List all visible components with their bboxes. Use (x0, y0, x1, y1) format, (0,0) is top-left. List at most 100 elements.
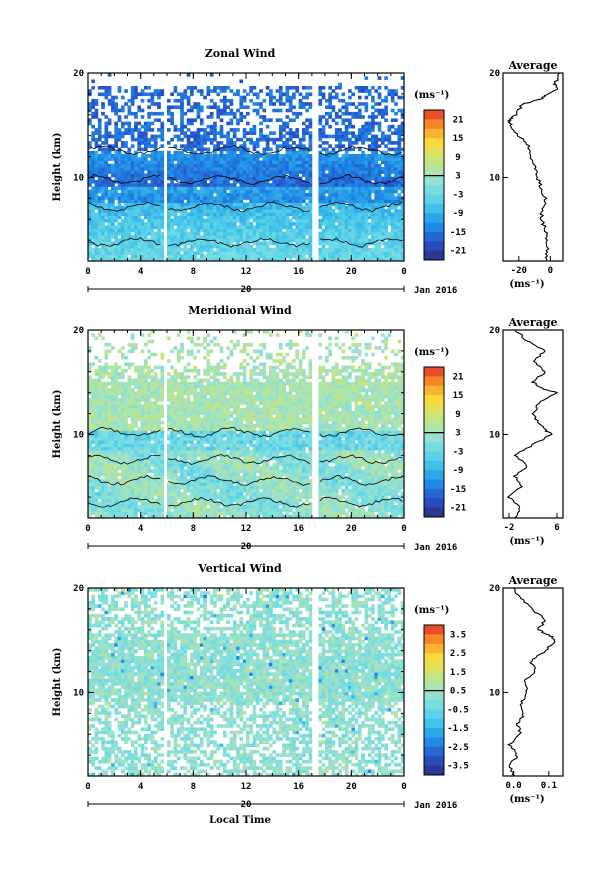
heatmap-cell (180, 225, 184, 229)
heatmap-cell (374, 137, 379, 142)
heatmap-cell (272, 160, 277, 165)
heatmap-cell (377, 218, 382, 223)
heatmap-cell (170, 202, 174, 207)
heatmap-cell (196, 225, 201, 229)
heatmap-cell (262, 244, 267, 249)
heatmap-cell (236, 492, 240, 496)
heatmap-cell (288, 238, 293, 242)
heatmap-cell (219, 186, 224, 191)
heatmap-cell (351, 248, 356, 252)
heatmap-cell (367, 485, 372, 490)
heatmap-cell (236, 137, 240, 142)
heatmap-cell (180, 124, 184, 129)
heatmap-cell (91, 498, 95, 503)
heatmap-cell (380, 183, 385, 187)
heatmap-cell (236, 89, 240, 93)
heatmap-cell (351, 231, 356, 236)
heatmap-cell (384, 485, 388, 490)
heatmap-cell (272, 248, 277, 252)
heatmap-cell (193, 511, 198, 516)
heatmap-cell (344, 488, 349, 493)
heatmap-cell (354, 141, 359, 145)
heatmap-cell (236, 202, 240, 207)
heatmap-cell (91, 150, 95, 155)
heatmap-cell (236, 488, 240, 493)
heatmap-cell (134, 251, 138, 255)
heatmap-cell (328, 199, 332, 204)
heatmap-cell (328, 176, 332, 181)
heatmap-cell (88, 189, 92, 194)
heatmap-cell (305, 85, 309, 90)
heatmap-cell (216, 508, 221, 512)
heatmap-cell (206, 105, 211, 110)
heatmap-cell (120, 218, 125, 223)
heatmap-cell (348, 235, 352, 239)
heatmap-cell (400, 212, 405, 217)
heatmap-cell (186, 199, 191, 204)
heatmap-cell (348, 251, 352, 255)
heatmap-cell (203, 508, 207, 512)
heatmap-cell (371, 118, 375, 123)
heatmap-cell (114, 492, 119, 496)
heatmap-cell (328, 115, 332, 119)
heatmap-cell (259, 215, 263, 220)
heatmap-cell (229, 170, 234, 174)
heatmap-cell (272, 137, 277, 142)
heatmap-cell (354, 248, 359, 252)
heatmap-cell (364, 248, 369, 252)
heatmap-cell (400, 205, 405, 210)
heatmap-cells (88, 330, 405, 519)
heatmap-cell (301, 105, 306, 110)
heatmap-cell (344, 254, 349, 259)
heatmap-cell (249, 225, 253, 229)
heatmap-cell (219, 228, 224, 233)
heatmap-cell (371, 154, 375, 158)
heatmap-cell (278, 131, 283, 135)
heatmap-cell (97, 176, 102, 181)
heatmap-cell (321, 167, 326, 171)
heatmap-cell (305, 251, 309, 255)
heatmap-cell (367, 199, 372, 204)
heatmap-cell (117, 160, 122, 165)
heatmap-cell (344, 485, 349, 490)
heatmap-cell (101, 196, 105, 200)
heatmap-cell (341, 98, 346, 103)
heatmap-cell (147, 173, 151, 178)
heatmap-cell (377, 225, 382, 229)
heatmap-cell (348, 137, 352, 142)
heatmap-cell (278, 248, 283, 252)
heatmap-cell (298, 485, 303, 490)
heatmap-cell (167, 170, 171, 174)
heatmap-cell (130, 160, 135, 165)
heatmap-cell (308, 492, 313, 496)
contour-line (87, 145, 161, 155)
heatmap-cell (252, 235, 257, 239)
heatmap-cell (292, 141, 296, 145)
heatmap-cell (282, 160, 286, 165)
heatmap-cell (239, 176, 244, 181)
heatmap-cell (206, 205, 211, 210)
heatmap-cell (394, 244, 398, 249)
heatmap-cell (384, 179, 388, 184)
heatmap-cell (377, 199, 382, 204)
heatmap-cell (344, 137, 349, 142)
heatmap-cell (199, 157, 204, 161)
heatmap-cell (292, 92, 296, 97)
heatmap-cell (298, 111, 303, 116)
heatmap-cell (170, 154, 174, 158)
heatmap-cell (325, 196, 329, 200)
heatmap-cell (351, 215, 356, 220)
heatmap-cell (344, 225, 349, 229)
heatmap-cell (213, 254, 217, 259)
heatmap-cell (183, 248, 188, 252)
heatmap-cell (288, 251, 293, 255)
colorbar-swatch (424, 250, 444, 261)
heatmap-cell (183, 111, 188, 116)
heatmap-cell (229, 205, 234, 210)
heatmap-cell (377, 235, 382, 239)
heatmap-cell (305, 147, 309, 152)
heatmap-cell (186, 147, 191, 152)
heatmap-cell (348, 228, 352, 233)
heatmap-cell (371, 170, 375, 174)
heatmap-cell (199, 248, 204, 252)
